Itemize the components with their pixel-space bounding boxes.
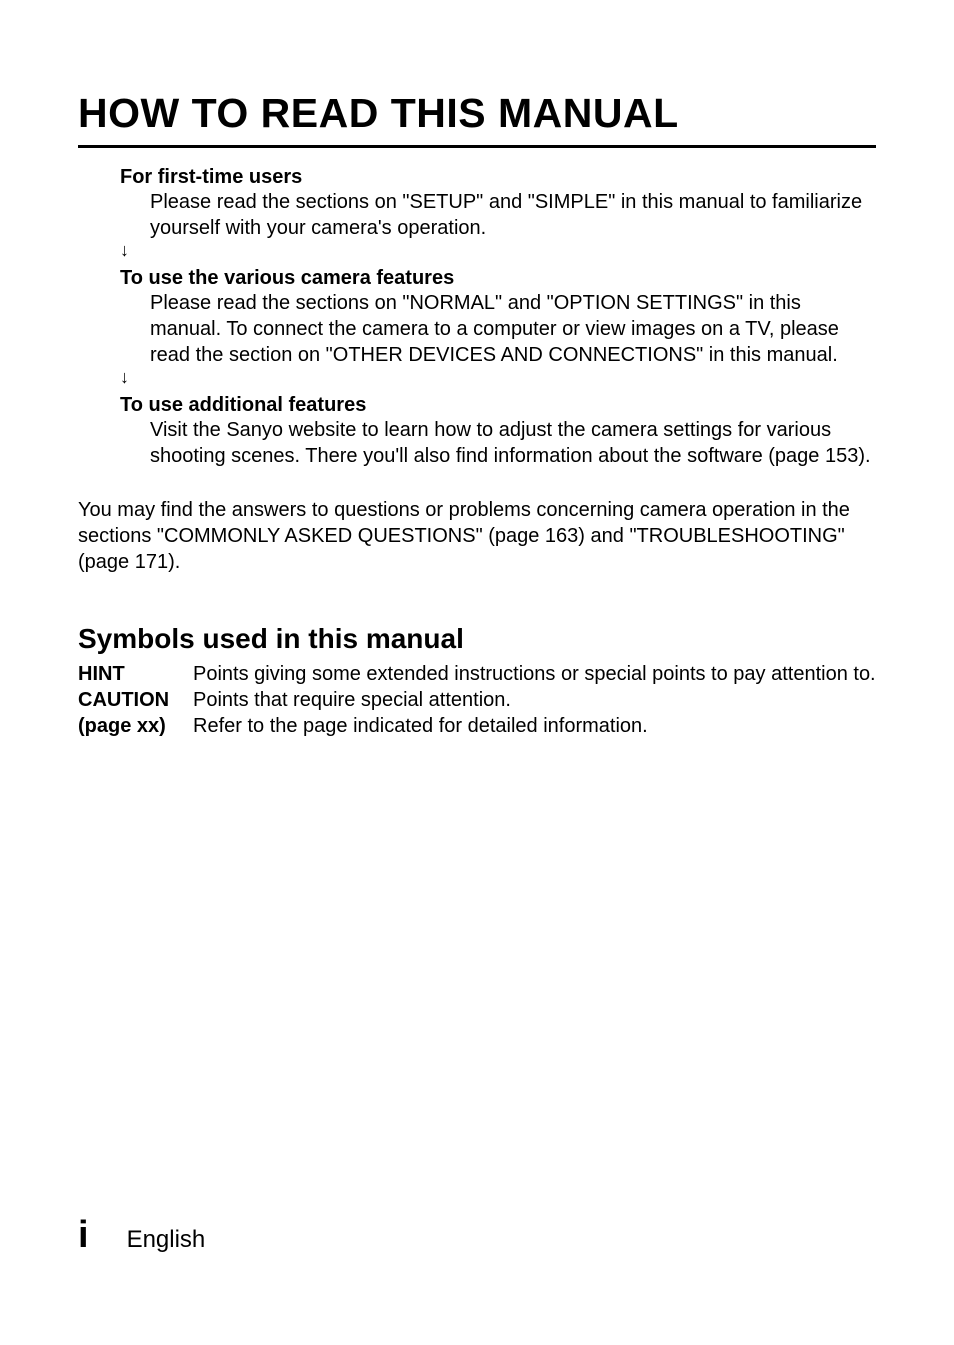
symbols-subtitle: Symbols used in this manual <box>78 623 876 655</box>
symbol-description: Points giving some extended instructions… <box>193 661 876 687</box>
section-heading: For first-time users <box>78 166 876 189</box>
symbol-label: CAUTION <box>78 687 193 713</box>
symbol-row-page-ref: (page xx) Refer to the page indicated fo… <box>78 713 876 739</box>
section-additional-features: To use additional features Visit the San… <box>78 394 876 469</box>
page-number: i <box>78 1214 89 1257</box>
symbol-label: (page xx) <box>78 713 193 739</box>
symbol-label: HINT <box>78 661 193 687</box>
page-footer: i English <box>78 1214 205 1257</box>
down-arrow-icon: ↓ <box>78 368 876 388</box>
section-camera-features: To use the various camera features Pleas… <box>78 267 876 388</box>
page-title: HOW TO READ THIS MANUAL <box>78 90 876 148</box>
symbol-row-hint: HINT Points giving some extended instruc… <box>78 661 876 687</box>
section-body: Please read the sections on "NORMAL" and… <box>78 290 876 368</box>
symbol-row-caution: CAUTION Points that require special atte… <box>78 687 876 713</box>
down-arrow-icon: ↓ <box>78 241 876 261</box>
section-body: Visit the Sanyo website to learn how to … <box>78 417 876 469</box>
symbol-description: Points that require special attention. <box>193 687 876 713</box>
footer-paragraph: You may find the answers to questions or… <box>78 497 876 575</box>
page-language: English <box>127 1226 206 1254</box>
section-body: Please read the sections on "SETUP" and … <box>78 189 876 241</box>
section-heading: To use the various camera features <box>78 267 876 290</box>
section-heading: To use additional features <box>78 394 876 417</box>
section-first-time-users: For first-time users Please read the sec… <box>78 166 876 261</box>
symbol-description: Refer to the page indicated for detailed… <box>193 713 876 739</box>
